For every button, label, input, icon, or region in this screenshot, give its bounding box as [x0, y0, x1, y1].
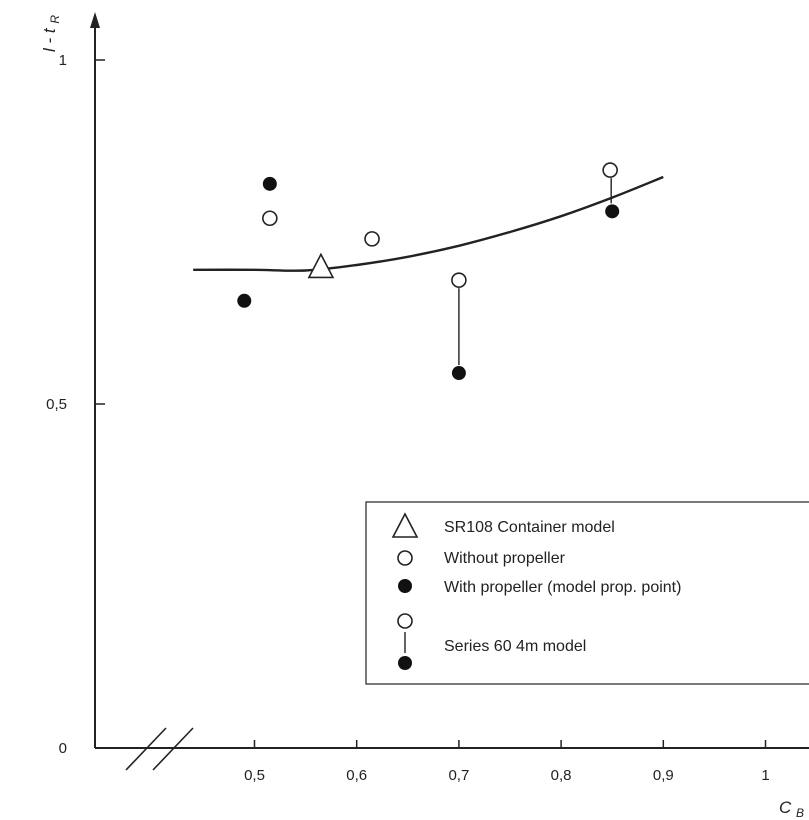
x-tick-label: 0,5 [244, 767, 265, 784]
filled-circle-point [262, 176, 277, 191]
legend: SR108 Container model Without propeller Wi… [365, 501, 809, 685]
axes [90, 12, 809, 771]
legend-box [365, 501, 809, 685]
x-tick-label: 0,7 [448, 767, 469, 784]
filled-circle-point [237, 293, 252, 308]
triangle-point [307, 252, 335, 279]
y-axis-title-main: l - t [40, 27, 59, 52]
x-axis-title-main: C [779, 798, 792, 817]
x-axis-title: C B [779, 798, 804, 820]
x-tick-label: 0,9 [653, 767, 674, 784]
x-tick-label: 1 [761, 767, 769, 784]
legend-label: SR108 Container model [444, 519, 615, 536]
x-tick-label: 0,8 [551, 767, 572, 784]
legend-triangle-marker [391, 512, 419, 538]
y-ticks: 00,51 [46, 52, 105, 757]
x-axis-title-sub: B [796, 806, 804, 820]
y-axis-title-sub: R [48, 15, 62, 24]
open-circle-point [602, 162, 618, 178]
y-axis-arrow [90, 12, 100, 28]
legend-label: With propeller (model prop. point) [444, 579, 681, 596]
y-tick-label: 0,5 [46, 396, 67, 413]
axis-break-mark-left [125, 727, 167, 771]
y-axis-title: l - t R [40, 15, 62, 52]
legend-label: Series 60 4m model [444, 638, 586, 655]
open-circle-point [262, 210, 278, 227]
axis-break-mark-right [152, 727, 194, 771]
legend-filled-circle-marker [398, 579, 412, 593]
open-circle-point [364, 231, 380, 247]
open-circle-point [451, 272, 467, 288]
legend-open-circle-marker [397, 550, 413, 566]
x-ticks: 0,5 0,6 0,7 0,8 0,9 1 [244, 740, 770, 784]
legend-paired-filled-circle [398, 656, 412, 670]
legend-paired-open-circle [397, 613, 413, 629]
filled-circle-point [451, 366, 466, 381]
x-tick-label: 0,6 [346, 767, 367, 784]
y-tick-label: 0 [59, 740, 67, 757]
legend-label: Without propeller [444, 550, 566, 567]
y-tick-label: 1 [59, 52, 67, 69]
filled-circle-point [605, 204, 620, 219]
trend-curve [193, 175, 664, 272]
plot-area [193, 162, 664, 381]
